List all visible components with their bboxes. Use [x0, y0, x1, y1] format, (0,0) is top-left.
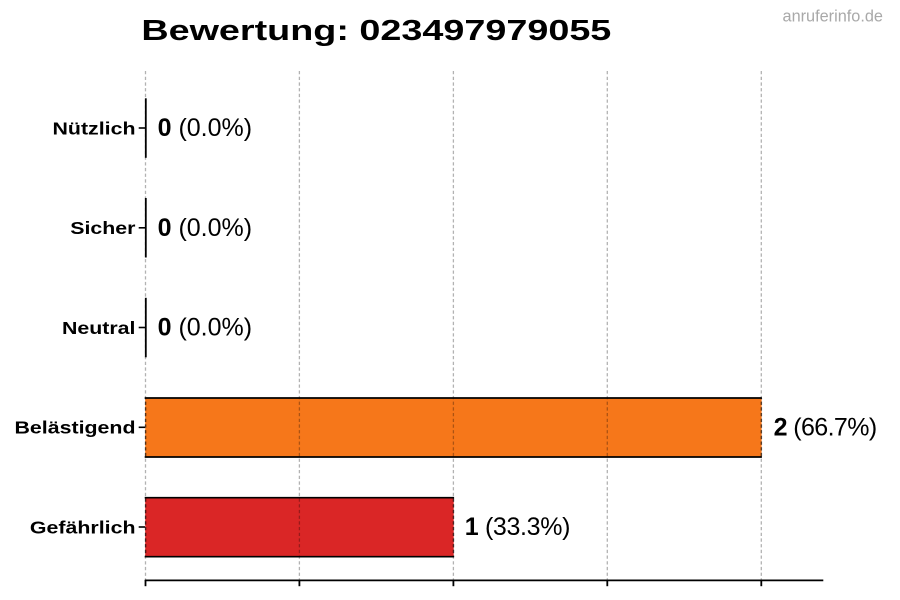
svg-text:Nützlich: Nützlich — [52, 119, 135, 139]
svg-text:0 (0.0%): 0 (0.0%) — [158, 214, 253, 242]
svg-text:Belästigend: Belästigend — [15, 418, 136, 438]
svg-text:Gefährlich: Gefährlich — [30, 518, 136, 538]
svg-text:Neutral: Neutral — [62, 319, 136, 339]
svg-text:0 (0.0%): 0 (0.0%) — [158, 314, 253, 342]
svg-text:Bewertung: 023497979055: Bewertung: 023497979055 — [141, 15, 611, 47]
svg-text:1 (33.3%): 1 (33.3%) — [465, 513, 570, 541]
svg-text:0 (0.0%): 0 (0.0%) — [158, 114, 253, 142]
svg-text:anruferinfo.de: anruferinfo.de — [783, 7, 883, 25]
svg-text:Sicher: Sicher — [70, 219, 136, 239]
svg-text:2 (66.7%): 2 (66.7%) — [774, 413, 877, 441]
